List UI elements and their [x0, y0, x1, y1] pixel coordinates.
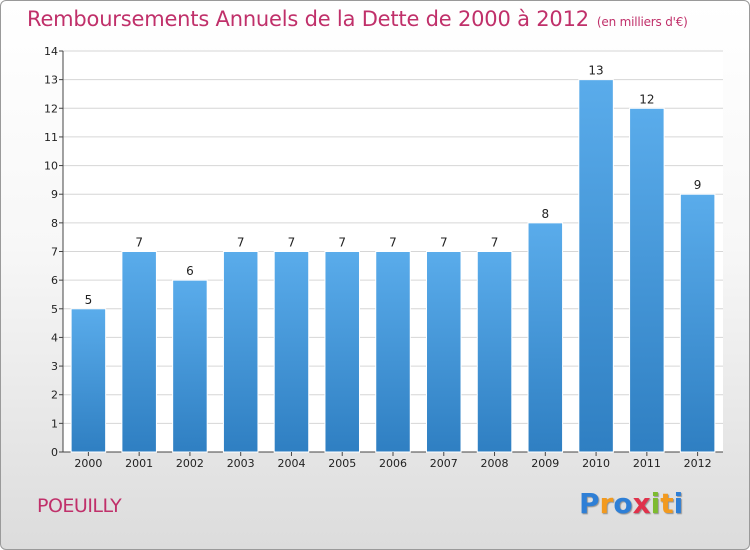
- y-tick-label: 13: [44, 74, 58, 87]
- chart-title: Remboursements Annuels de la Dette de 20…: [27, 7, 688, 31]
- data-label-2000: 5: [85, 293, 93, 307]
- y-tick-label: 10: [44, 160, 58, 173]
- y-tick-label: 8: [51, 217, 58, 230]
- bar-2005: [324, 251, 360, 453]
- data-label-2006: 7: [389, 236, 397, 250]
- brand-letter: t: [660, 487, 674, 520]
- data-label-2004: 7: [288, 236, 296, 250]
- bar-2012: [679, 193, 716, 453]
- x-tick-label-2009: 2009: [531, 457, 559, 470]
- chart-unit-label: (en milliers d'€): [596, 15, 688, 29]
- brand-letter: r: [599, 487, 614, 520]
- x-tick-label-2003: 2003: [227, 457, 255, 470]
- x-tick-label-2004: 2004: [277, 457, 305, 470]
- data-label-2007: 7: [440, 236, 448, 250]
- data-label-2003: 7: [237, 236, 245, 250]
- bar-2010: [578, 79, 614, 453]
- x-tick-label-2007: 2007: [430, 457, 458, 470]
- x-tick-label-2001: 2001: [125, 457, 153, 470]
- data-label-2012: 9: [694, 178, 702, 192]
- bar-2003: [222, 251, 259, 453]
- x-tick-label-2002: 2002: [176, 457, 204, 470]
- y-tick-label: 9: [51, 188, 58, 201]
- y-tick-label: 11: [44, 131, 58, 144]
- data-label-2005: 7: [338, 236, 346, 250]
- x-tick-label-2005: 2005: [328, 457, 356, 470]
- data-label-2008: 7: [491, 236, 499, 250]
- bar-2009: [527, 222, 564, 453]
- bar-2002: [172, 279, 208, 453]
- x-tick-label-2008: 2008: [481, 457, 509, 470]
- brand-letter: x: [632, 487, 651, 520]
- bar-2008: [476, 251, 513, 453]
- y-tick-label: 7: [51, 246, 58, 259]
- bar-2001: [121, 251, 157, 453]
- commune-name: POEUILLY: [37, 495, 122, 517]
- brand-letter: i: [673, 487, 684, 520]
- brand-letter: o: [613, 487, 633, 520]
- y-tick-label: 3: [51, 360, 58, 373]
- x-tick-label-2000: 2000: [74, 457, 102, 470]
- data-label-2011: 12: [639, 92, 654, 106]
- y-tick-label: 5: [51, 303, 58, 316]
- y-tick-label: 1: [51, 417, 58, 430]
- x-tick-label-2010: 2010: [582, 457, 610, 470]
- y-tick-label: 14: [44, 45, 58, 58]
- bar-2007: [426, 251, 462, 453]
- y-tick-label: 4: [51, 331, 58, 344]
- bar-2006: [375, 251, 411, 453]
- bar-2004: [273, 251, 310, 453]
- y-tick-label: 0: [51, 446, 58, 459]
- brand-letter: i: [650, 487, 661, 520]
- data-label-2010: 13: [588, 64, 603, 78]
- bar-2011: [629, 107, 665, 453]
- bar-2000: [70, 308, 107, 453]
- x-tick-label-2011: 2011: [633, 457, 661, 470]
- x-tick-label-2006: 2006: [379, 457, 407, 470]
- x-tick-label-2012: 2012: [684, 457, 712, 470]
- y-tick-label: 6: [51, 274, 58, 287]
- data-label-2001: 7: [135, 236, 143, 250]
- brand-logo: Proxiti: [579, 487, 683, 520]
- y-tick-label: 2: [51, 389, 58, 402]
- chart-title-text: Remboursements Annuels de la Dette de 20…: [27, 7, 589, 31]
- data-label-2009: 8: [541, 207, 549, 221]
- brand-letter: P: [579, 487, 600, 520]
- y-tick-label: 12: [44, 102, 58, 115]
- data-label-2002: 6: [186, 264, 194, 278]
